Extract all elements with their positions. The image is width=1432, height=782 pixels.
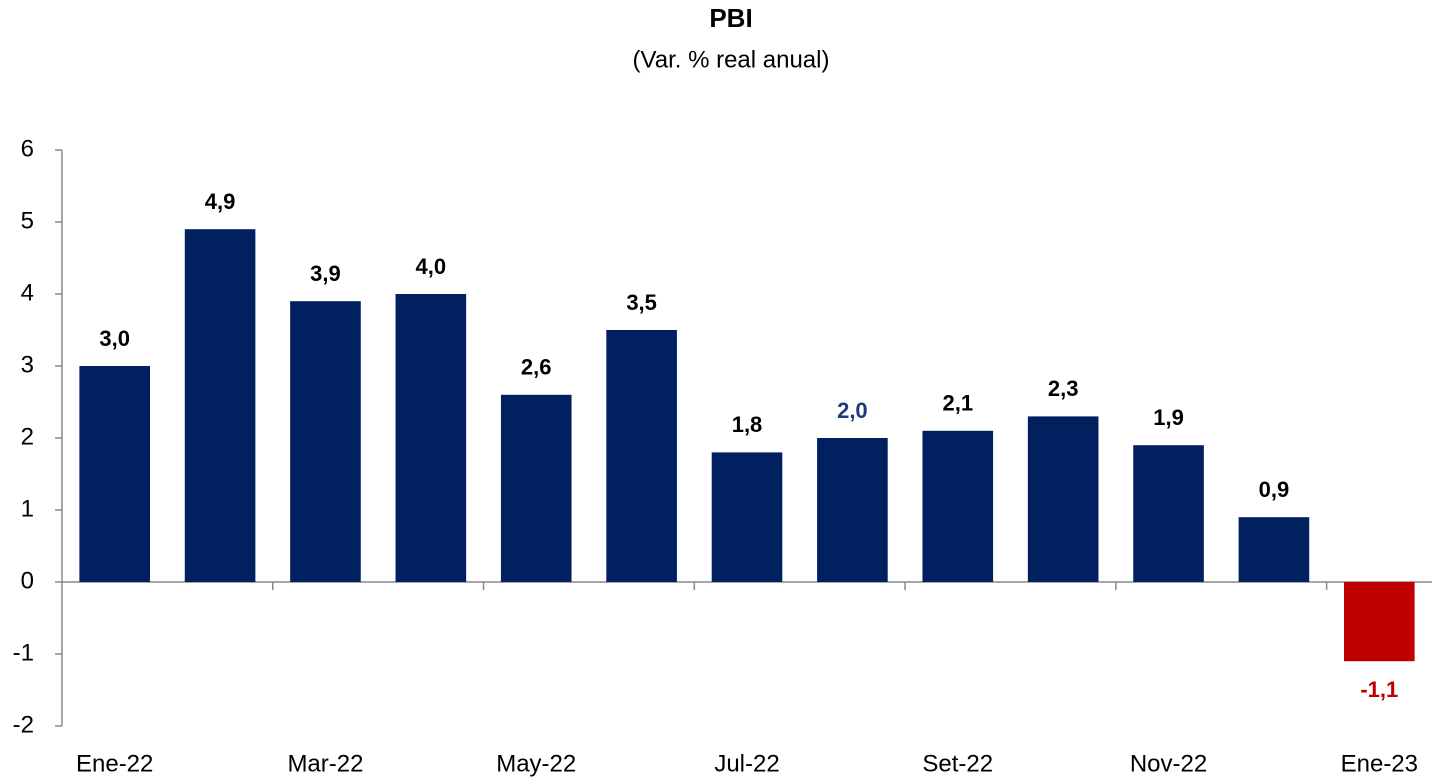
bar [711, 452, 783, 582]
y-tick-label: 2 [21, 423, 34, 450]
data-label: 0,9 [1259, 477, 1290, 502]
data-label: 2,0 [837, 398, 868, 423]
data-label: 1,9 [1153, 405, 1184, 430]
data-label: 2,3 [1048, 376, 1079, 401]
data-label: 2,1 [942, 391, 973, 416]
bar [290, 301, 361, 582]
x-tick-label: Jul-22 [714, 750, 779, 777]
bar [922, 430, 994, 582]
bar [1238, 517, 1310, 582]
y-tick-label: 4 [21, 279, 34, 306]
data-label: 4,0 [416, 254, 447, 279]
y-tick-label: 3 [21, 351, 34, 378]
bar [1133, 445, 1204, 582]
bar [817, 438, 888, 582]
x-tick-label: Ene-23 [1341, 750, 1418, 777]
bar [1344, 582, 1415, 662]
data-label: 4,9 [205, 189, 236, 214]
x-tick-label: Ene-22 [76, 750, 153, 777]
y-tick-label: -1 [13, 639, 34, 666]
bar [500, 394, 572, 582]
y-tick-label: 5 [21, 207, 34, 234]
bar [395, 294, 467, 582]
y-tick-label: 0 [21, 567, 34, 594]
data-label: 2,6 [521, 355, 552, 380]
y-tick-label: -2 [13, 711, 34, 738]
x-tick-label: Mar-22 [287, 750, 363, 777]
x-tick-label: Nov-22 [1130, 750, 1207, 777]
x-tick-label: Set-22 [922, 750, 993, 777]
bar [606, 330, 677, 582]
chart-title: PBI [709, 3, 752, 33]
data-label: 3,9 [310, 261, 341, 286]
y-tick-label: 6 [21, 135, 34, 162]
data-label: -1,1 [1360, 677, 1398, 702]
x-tick-label: May-22 [496, 750, 576, 777]
bar [184, 229, 256, 582]
y-tick-label: 1 [21, 495, 34, 522]
data-label: 3,0 [99, 326, 130, 351]
bar [79, 366, 150, 582]
chart-subtitle: (Var. % real anual) [633, 46, 830, 73]
data-label: 3,5 [626, 290, 657, 315]
bar [1027, 416, 1099, 582]
data-label: 1,8 [732, 412, 763, 437]
